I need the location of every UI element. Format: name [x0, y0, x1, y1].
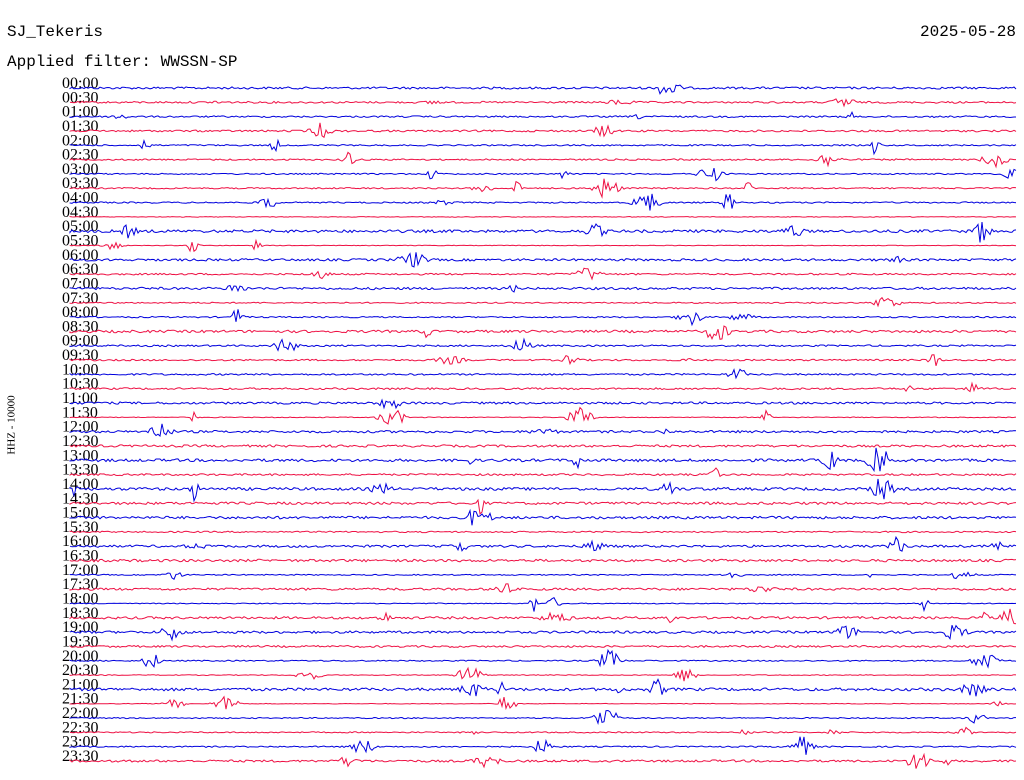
axis-label: HHZ - 10000: [6, 395, 18, 455]
time-label: 16:00: [62, 533, 98, 550]
trace: [69, 726, 1017, 736]
trace: [69, 221, 1017, 243]
trace: [69, 193, 1017, 211]
trace: [69, 284, 1017, 293]
trace: [69, 381, 1017, 393]
trace: [69, 337, 1017, 352]
trace: [69, 571, 1017, 580]
trace: [69, 736, 1017, 755]
trace: [69, 648, 1017, 669]
trace: [69, 608, 1017, 625]
trace: [69, 325, 1017, 341]
trace: [69, 267, 1017, 281]
trace: [69, 752, 1017, 769]
trace: [69, 508, 1017, 526]
trace: [69, 98, 1017, 108]
time-label: 16:30: [62, 548, 98, 565]
time-label: 23:30: [62, 748, 98, 765]
time-label: 17:30: [62, 576, 98, 593]
trace: [69, 678, 1017, 697]
trace: [69, 666, 1017, 682]
trace: [69, 309, 1017, 327]
filter: Applied filter: WWSSN-SP: [7, 53, 237, 71]
trace: [69, 583, 1017, 593]
trace: [69, 167, 1017, 182]
date: 2025-05-28: [920, 23, 1016, 41]
trace: [69, 644, 1017, 649]
trace: [69, 138, 1017, 156]
trace: [69, 535, 1017, 552]
trace: [69, 444, 1017, 448]
trace: [69, 84, 1017, 95]
time-label: 11:00: [62, 390, 98, 407]
trace: [69, 296, 1017, 308]
trace: [69, 238, 1017, 253]
station: SJ_Tekeris: [7, 23, 103, 41]
trace: [69, 695, 1017, 711]
trace: [69, 252, 1017, 268]
trace: [69, 447, 1017, 473]
trace: [69, 709, 1016, 726]
time-label: 06:00: [62, 247, 98, 264]
trace: [69, 498, 1017, 515]
trace: [69, 178, 1017, 199]
trace: [69, 215, 1017, 218]
time-label: 09:00: [62, 333, 98, 350]
trace: [69, 354, 1017, 366]
trace: [69, 151, 1016, 169]
trace: [69, 530, 1017, 534]
trace: [69, 558, 1017, 563]
trace: [69, 368, 1017, 380]
trace: [69, 110, 1016, 120]
trace: [69, 624, 1017, 642]
trace: [69, 478, 1017, 503]
time-label: 08:30: [62, 318, 98, 335]
trace: [69, 398, 1017, 410]
trace: [69, 467, 1017, 478]
trace: [69, 597, 1017, 613]
trace: [69, 122, 1017, 139]
trace: [69, 423, 1017, 437]
trace: [69, 406, 1017, 425]
